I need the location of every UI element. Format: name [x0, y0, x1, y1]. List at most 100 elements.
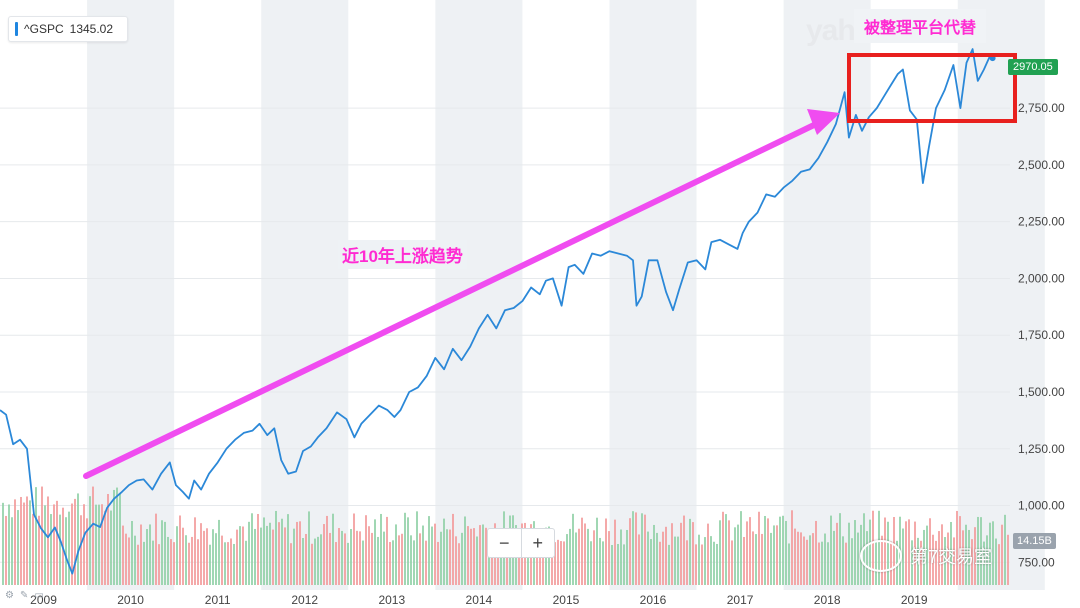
volume-bar: [788, 543, 790, 585]
series-color-marker: [15, 22, 18, 36]
volume-bar: [635, 512, 637, 585]
volume-bar: [2, 502, 4, 585]
volume-bar: [614, 519, 616, 585]
volume-bar: [542, 543, 544, 585]
volume-bar: [908, 519, 910, 585]
volume-bar: [575, 532, 577, 585]
volume-bar: [440, 531, 442, 585]
volume-bar: [245, 540, 247, 585]
volume-bar: [464, 516, 466, 585]
volume-bar: [338, 528, 340, 585]
volume-bar: [980, 517, 982, 585]
volume-bar: [821, 541, 823, 585]
volume-bar: [638, 534, 640, 585]
volume-bar: [221, 535, 223, 585]
volume-bar: [620, 529, 622, 585]
volume-bar: [146, 529, 148, 585]
zoom-in-button[interactable]: +: [520, 529, 555, 557]
volume-bar: [476, 536, 478, 585]
year-bands: [87, 0, 1045, 590]
zoom-out-button[interactable]: −: [498, 532, 510, 553]
volume-bar: [983, 541, 985, 585]
volume-bar: [737, 524, 739, 585]
year-band: [87, 0, 175, 590]
y-tick-label: 750.00: [1018, 555, 1055, 569]
volume-bar: [935, 540, 937, 585]
volume-bar: [926, 525, 928, 585]
volume-bar: [68, 511, 70, 585]
volume-bar: [773, 525, 775, 585]
volume-bar: [47, 496, 49, 585]
volume-bar: [812, 533, 814, 585]
volume-bar: [152, 540, 154, 585]
volume-bar: [557, 539, 559, 585]
volume-bar: [311, 543, 313, 585]
y-tick-label: 2,000.00: [1018, 271, 1065, 285]
volume-bar: [917, 537, 919, 585]
volume-bar: [269, 522, 271, 585]
volume-bar: [587, 528, 589, 585]
volume-bar: [989, 522, 991, 585]
draw-icon[interactable]: ✎: [19, 590, 29, 601]
volume-bar: [992, 521, 994, 585]
volume-bar: [374, 519, 376, 585]
volume-bar: [422, 525, 424, 585]
volume-bar: [608, 531, 610, 585]
volume-bar: [995, 538, 997, 585]
volume-bar: [662, 531, 664, 585]
volume-bar: [803, 536, 805, 585]
volume-bar: [854, 520, 856, 585]
volume-bar: [536, 544, 538, 585]
volume-bar: [455, 536, 457, 585]
volume-bar: [131, 520, 133, 585]
volume-bar: [437, 541, 439, 585]
x-tick-label: 2011: [205, 593, 231, 607]
bottom-toolbar: ⚙ ✎ ▭: [5, 590, 44, 601]
volume-bar: [830, 515, 832, 585]
volume-bar: [410, 535, 412, 585]
volume-bar: [434, 523, 436, 585]
volume-bar: [962, 530, 964, 585]
volume-bar: [308, 511, 310, 585]
volume-bar: [371, 532, 373, 585]
volume-bar: [782, 515, 784, 585]
ticker-badge[interactable]: ^GSPC 1345.02: [8, 16, 129, 42]
volume-bar: [596, 517, 598, 585]
volume-bar: [488, 544, 490, 585]
volume-bar: [602, 541, 604, 585]
volume-bar: [230, 538, 232, 585]
camera-icon[interactable]: ▭: [34, 590, 44, 601]
x-tick-label: 2017: [727, 593, 754, 607]
x-axis-labels: 2009 2010 2011 2012 2013 2014 2015 2016 2017 2018…: [30, 593, 928, 607]
volume-bar: [785, 520, 787, 585]
x-tick-label: 2018: [814, 593, 841, 607]
volume-bar: [566, 534, 568, 585]
volume-bar: [290, 543, 292, 585]
volume-bar: [611, 544, 613, 585]
volume-bar: [416, 511, 418, 585]
volume-bar: [746, 521, 748, 585]
volume-bar: [233, 543, 235, 585]
volume-bar: [572, 513, 574, 585]
ticker-symbol: ^GSPC: [24, 22, 64, 36]
settings-icon[interactable]: ⚙: [5, 590, 14, 601]
volume-bar: [458, 543, 460, 585]
x-tick-label: 2009: [30, 593, 57, 607]
volume-bar: [203, 530, 205, 585]
volume-bar: [218, 519, 220, 585]
volume-bar: [164, 521, 166, 585]
volume-bar: [383, 531, 385, 585]
volume-bar: [716, 543, 718, 585]
volume-bar: [431, 526, 433, 585]
volume-bar: [32, 513, 34, 585]
volume-bar: [473, 528, 475, 585]
volume-bar: [20, 496, 22, 585]
volume-bar: [71, 503, 73, 585]
volume-bar: [689, 518, 691, 585]
volume-bar: [671, 523, 673, 585]
volume-bar: [551, 541, 553, 585]
x-tick-label: 2016: [640, 593, 667, 607]
volume-bar: [59, 514, 61, 585]
volume-bar: [470, 528, 472, 585]
volume-bar: [707, 523, 709, 585]
